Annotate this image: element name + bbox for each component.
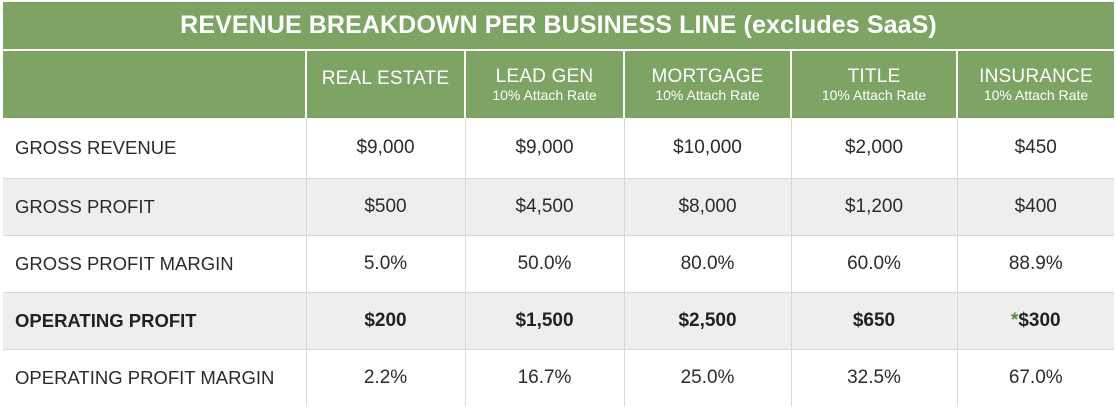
header-corner [3,51,306,118]
cell-title: 32.5% [790,349,957,406]
cell-lead-gen: $4,500 [464,178,624,236]
row-gross-profit-margin: GROSS PROFIT MARGIN 5.0% 50.0% 80.0% 60.… [3,235,1114,293]
header-subtitle: 10% Attach Rate [655,86,760,103]
cell-real-estate: 5.0% [305,235,465,293]
cell-real-estate: $500 [305,178,465,236]
header-mortgage: MORTGAGE 10% Attach Rate [623,51,791,118]
revenue-breakdown-table: REAL ESTATE LEAD GEN 10% Attach Rate MOR… [3,51,1114,406]
header-lead-gen: LEAD GEN 10% Attach Rate [464,51,624,118]
row-operating-profit: OPERATING PROFIT $200 $1,500 $2,500 $650… [3,292,1114,350]
row-operating-profit-margin: OPERATING PROFIT MARGIN 2.2% 16.7% 25.0%… [3,349,1114,406]
header-name: TITLE [847,65,901,87]
cell-real-estate: 2.2% [305,349,465,406]
header-name: REAL ESTATE [321,67,450,89]
cell-insurance: 88.9% [956,235,1114,293]
row-gross-profit: GROSS PROFIT $500 $4,500 $8,000 $1,200 $… [3,178,1114,236]
cell-lead-gen: $9,000 [464,118,624,179]
cell-title: $2,000 [790,118,957,179]
cell-insurance: *$300 [956,292,1114,350]
row-label: GROSS PROFIT [3,178,306,236]
header-insurance: INSURANCE 10% Attach Rate [956,51,1114,118]
cell-title: 60.0% [790,235,957,293]
cell-mortgage: $10,000 [623,118,791,179]
row-gross-revenue: GROSS REVENUE $9,000 $9,000 $10,000 $2,0… [3,118,1114,179]
cell-insurance: $450 [956,118,1114,179]
header-subtitle: 10% Attach Rate [821,86,927,103]
header-name: LEAD GEN [495,65,594,87]
header-real-estate: REAL ESTATE [305,51,465,118]
cell-mortgage: $2,500 [623,292,791,350]
cell-title: $1,200 [790,178,957,236]
header-name: INSURANCE [979,65,1093,87]
cell-insurance: $400 [956,178,1114,236]
cell-mortgage: 25.0% [623,349,791,406]
cell-value: $300 [1018,310,1061,331]
row-label: OPERATING PROFIT MARGIN [3,349,306,406]
cell-lead-gen: 16.7% [464,349,624,406]
cell-insurance: 67.0% [956,349,1114,406]
header-subtitle: 10% Attach Rate [983,86,1089,103]
header-subtitle: 10% Attach Rate [492,86,597,103]
cell-real-estate: $9,000 [305,118,465,179]
cell-mortgage: 80.0% [623,235,791,293]
header-title: TITLE 10% Attach Rate [790,51,957,118]
header-row: REAL ESTATE LEAD GEN 10% Attach Rate MOR… [3,51,1114,118]
row-label: OPERATING PROFIT [3,292,306,350]
header-name: MORTGAGE [651,65,764,87]
footnote-asterisk: * [1010,310,1019,331]
table-title: REVENUE BREAKDOWN PER BUSINESS LINE (exc… [3,2,1114,49]
cell-real-estate: $200 [305,292,465,350]
cell-lead-gen: $1,500 [464,292,624,350]
cell-title: $650 [790,292,957,350]
cell-mortgage: $8,000 [623,178,791,236]
cell-lead-gen: 50.0% [464,235,624,293]
row-label: GROSS REVENUE [3,118,306,179]
row-label: GROSS PROFIT MARGIN [3,235,306,293]
